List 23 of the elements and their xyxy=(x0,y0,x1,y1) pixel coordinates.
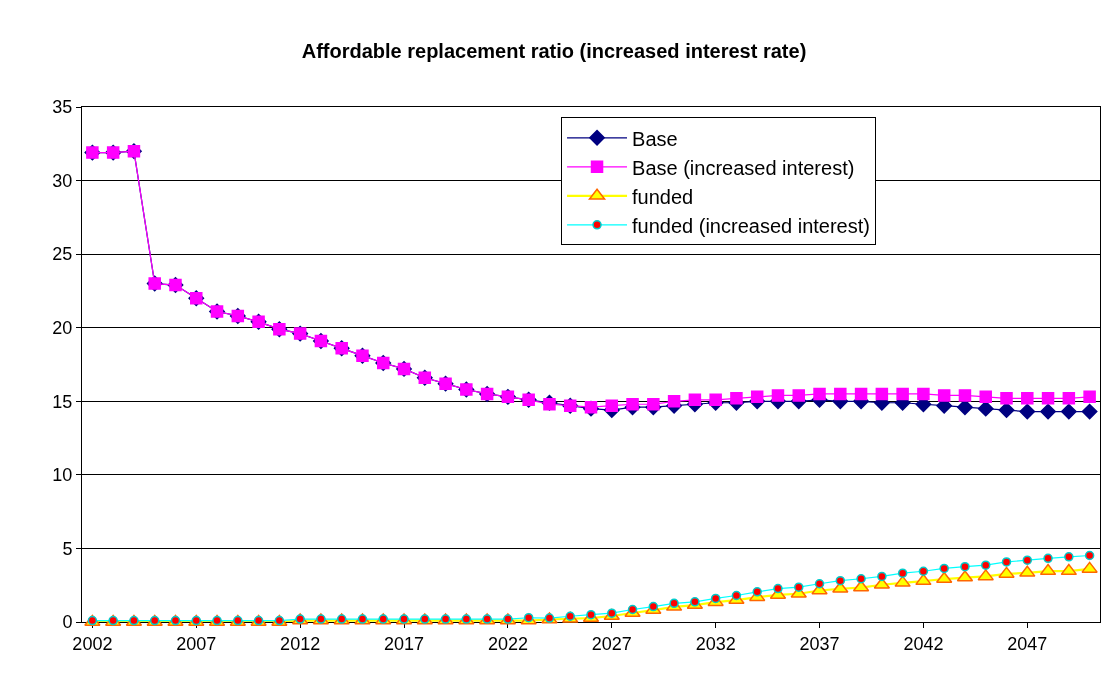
y-tick-label: 25 xyxy=(52,244,73,265)
x-tick-label: 2012 xyxy=(280,633,321,654)
x-tick-label: 2042 xyxy=(903,633,944,654)
legend-label: funded (increased interest) xyxy=(632,214,870,237)
chart-title: Affordable replacement ratio (increased interest rate) xyxy=(301,40,807,63)
y-tick-label: 30 xyxy=(52,170,73,191)
legend-label: Base (increased interest) xyxy=(632,156,855,179)
x-tick-label: 2037 xyxy=(799,633,840,654)
y-tick-label: 0 xyxy=(62,612,73,633)
y-tick-label: 5 xyxy=(62,538,73,559)
legend-label: funded xyxy=(632,185,694,208)
y-tick-label: 35 xyxy=(52,97,73,118)
x-tick-label: 2032 xyxy=(695,633,736,654)
x-tick-label: 2022 xyxy=(487,633,528,654)
x-tick-label: 2027 xyxy=(591,633,632,654)
legend-label: Base xyxy=(632,127,678,150)
x-tick-label: 2002 xyxy=(72,633,113,654)
x-tick-label: 2047 xyxy=(1007,633,1048,654)
x-tick-label: 2017 xyxy=(384,633,425,654)
y-tick-label: 15 xyxy=(52,391,73,412)
y-tick-label: 20 xyxy=(52,318,73,339)
x-tick-label: 2007 xyxy=(176,633,217,654)
y-tick-label: 10 xyxy=(52,465,73,486)
